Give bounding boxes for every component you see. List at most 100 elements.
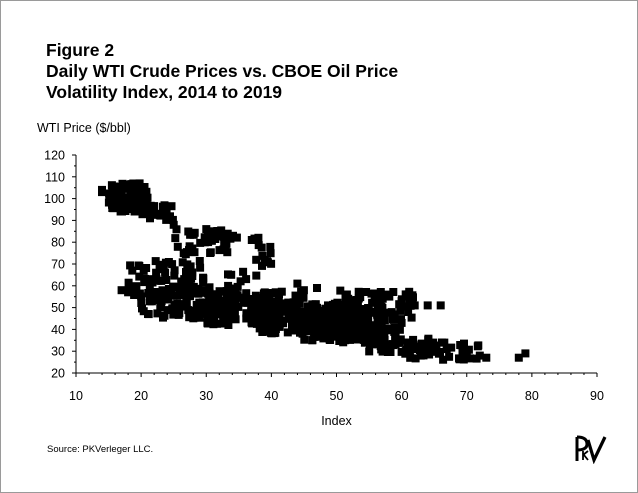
data-point bbox=[137, 299, 146, 307]
data-point bbox=[163, 306, 172, 315]
data-point bbox=[134, 187, 143, 196]
data-point bbox=[259, 294, 268, 302]
data-point bbox=[143, 193, 152, 202]
data-point bbox=[159, 265, 168, 274]
data-point bbox=[238, 293, 247, 302]
data-point bbox=[337, 331, 345, 340]
data-point bbox=[282, 300, 291, 309]
data-point bbox=[185, 313, 194, 322]
data-point bbox=[418, 349, 427, 357]
data-point bbox=[215, 287, 224, 296]
data-point bbox=[140, 278, 149, 287]
data-point bbox=[203, 301, 212, 310]
y-tick-label: 20 bbox=[51, 367, 65, 381]
data-point bbox=[342, 324, 351, 333]
data-point bbox=[288, 320, 296, 329]
data-point bbox=[424, 336, 433, 345]
data-point bbox=[473, 342, 482, 351]
data-point bbox=[271, 325, 280, 334]
data-point bbox=[182, 298, 191, 307]
data-point bbox=[482, 353, 491, 362]
data-point bbox=[180, 302, 188, 311]
data-point bbox=[397, 302, 406, 311]
data-point bbox=[397, 347, 406, 356]
data-point bbox=[514, 353, 523, 362]
data-point bbox=[360, 335, 369, 344]
data-point bbox=[407, 313, 416, 322]
data-point bbox=[205, 291, 214, 300]
data-point bbox=[374, 340, 383, 349]
data-point bbox=[196, 263, 205, 272]
data-point bbox=[118, 197, 127, 205]
data-point bbox=[152, 268, 161, 277]
data-point bbox=[195, 308, 204, 317]
data-points bbox=[98, 179, 530, 364]
data-point bbox=[118, 207, 126, 216]
figure-title: Figure 2 Daily WTI Crude Prices vs. CBOE… bbox=[46, 40, 398, 103]
data-point bbox=[239, 267, 248, 276]
data-point bbox=[164, 286, 173, 295]
data-point bbox=[113, 194, 122, 203]
data-point bbox=[383, 340, 392, 349]
data-point bbox=[224, 321, 233, 329]
data-point bbox=[168, 260, 177, 269]
data-point bbox=[240, 298, 249, 307]
x-tick-label: 10 bbox=[69, 389, 83, 403]
data-point bbox=[126, 261, 135, 270]
data-point bbox=[460, 339, 468, 348]
data-point bbox=[338, 301, 347, 310]
y-tick-label: 30 bbox=[51, 345, 65, 359]
y-tick-label: 80 bbox=[51, 236, 65, 250]
data-point bbox=[410, 301, 419, 310]
data-point bbox=[172, 300, 181, 309]
data-point bbox=[252, 271, 261, 280]
data-point bbox=[395, 325, 404, 334]
data-point bbox=[372, 326, 381, 335]
data-point bbox=[104, 198, 113, 207]
data-point bbox=[113, 200, 122, 209]
data-point bbox=[266, 308, 275, 317]
data-point bbox=[475, 351, 484, 360]
data-point bbox=[200, 233, 209, 242]
data-point bbox=[361, 315, 370, 324]
x-tick-label: 30 bbox=[199, 389, 213, 403]
data-point bbox=[207, 309, 215, 318]
data-point bbox=[236, 277, 245, 286]
data-point bbox=[361, 321, 370, 330]
data-point bbox=[338, 311, 347, 320]
data-point bbox=[135, 272, 144, 281]
data-point bbox=[346, 332, 355, 341]
data-point bbox=[220, 318, 229, 327]
y-axis-label: WTI Price ($/bbl) bbox=[37, 121, 131, 135]
data-point bbox=[144, 310, 153, 319]
data-point bbox=[246, 295, 255, 303]
data-point bbox=[316, 321, 325, 330]
data-point bbox=[261, 323, 270, 332]
data-point bbox=[186, 262, 195, 271]
data-point bbox=[124, 288, 133, 297]
data-point bbox=[146, 275, 155, 284]
y-tick-label: 60 bbox=[51, 279, 65, 293]
data-point bbox=[138, 210, 147, 219]
data-point bbox=[146, 201, 155, 210]
data-point bbox=[259, 289, 268, 298]
data-point bbox=[322, 326, 331, 335]
data-point bbox=[139, 307, 148, 316]
data-point bbox=[273, 298, 281, 306]
data-point bbox=[315, 314, 324, 323]
data-point bbox=[358, 305, 367, 314]
data-point bbox=[173, 242, 182, 251]
data-point bbox=[274, 293, 283, 302]
data-point bbox=[343, 306, 352, 315]
data-point bbox=[299, 286, 308, 295]
data-point bbox=[324, 311, 333, 320]
data-point bbox=[169, 220, 178, 229]
data-point bbox=[242, 289, 251, 298]
data-point bbox=[382, 292, 391, 300]
data-point bbox=[167, 202, 176, 211]
x-tick-label: 70 bbox=[460, 389, 474, 403]
data-point bbox=[292, 302, 300, 311]
data-point bbox=[148, 288, 157, 297]
data-point bbox=[436, 301, 445, 310]
data-point bbox=[266, 328, 275, 337]
